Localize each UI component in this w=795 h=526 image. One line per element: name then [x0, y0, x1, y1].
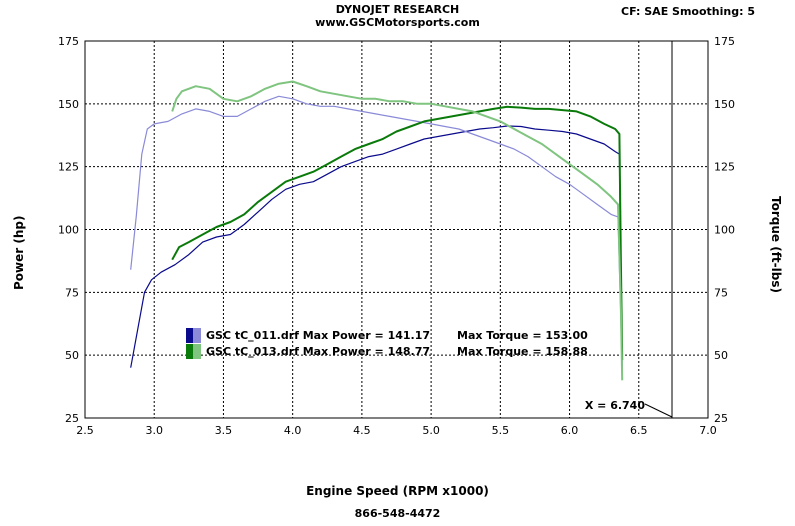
- y-tick-right-6: 175: [714, 35, 735, 48]
- y-tick-right-5: 150: [714, 98, 735, 111]
- y-tick-left-2: 75: [65, 286, 79, 299]
- footer-phone: 866-548-4472: [354, 507, 441, 520]
- cursor-label: X = 6.740: [585, 399, 645, 412]
- x-tick-4: 4.5: [353, 424, 371, 437]
- x-tick-3: 4.0: [284, 424, 302, 437]
- y-tick-left-1: 50: [65, 349, 79, 362]
- x-tick-labels: 2.5 3.0 3.5 4.0 4.5 5.0 5.5 6.0 6.5 7.0: [76, 424, 717, 437]
- legend-swatch-run1-torque: [193, 328, 201, 343]
- grid-lines: [85, 41, 708, 418]
- x-tick-6: 5.5: [492, 424, 510, 437]
- series-line-run1-torque: [130, 95, 623, 376]
- legend-run1-torque: Max Torque = 153.00: [457, 329, 588, 342]
- legend-swatch-run2-power: [186, 344, 193, 359]
- y-tick-right-2: 75: [714, 286, 728, 299]
- y-tick-left-6: 175: [58, 35, 79, 48]
- cursor-pointer: [644, 403, 673, 418]
- x-tick-8: 6.5: [630, 424, 648, 437]
- y-tick-right-4: 125: [714, 161, 735, 174]
- y-tick-right-0: 25: [714, 412, 728, 425]
- y-tick-left-4: 125: [58, 161, 79, 174]
- x-tick-0: 2.5: [76, 424, 94, 437]
- x-tick-2: 3.5: [215, 424, 233, 437]
- x-tick-5: 5.0: [422, 424, 440, 437]
- y-tick-left-3: 100: [58, 224, 79, 237]
- y-tick-left-0: 25: [65, 412, 79, 425]
- y-tick-left-5: 150: [58, 98, 79, 111]
- series-line-run2-torque: [171, 80, 624, 381]
- series-layer: [130, 80, 624, 381]
- series-line-run1-power: [130, 125, 623, 368]
- legend-run1-power: GSC tC_011.drf Max Power = 141.17: [206, 329, 430, 342]
- x-tick-1: 3.0: [145, 424, 163, 437]
- chart-title: DYNOJET RESEARCH: [335, 3, 460, 16]
- legend: GSC tC_011.drf Max Power = 141.17 Max To…: [186, 328, 588, 359]
- y-tick-right-1: 50: [714, 349, 728, 362]
- legend-run2-power: GSC tC_013.drf Max Power = 148.77: [206, 345, 430, 358]
- legend-swatch-run1-power: [186, 328, 193, 343]
- correction-settings: CF: SAE Smoothing: 5: [621, 5, 755, 18]
- x-axis-label: Engine Speed (RPM x1000): [306, 484, 489, 498]
- legend-run2-torque: Max Torque = 158.88: [457, 345, 588, 358]
- x-tick-9: 7.0: [699, 424, 717, 437]
- series-line-run2-power: [171, 105, 624, 361]
- chart-subtitle: www.GSCMotorsports.com: [315, 16, 480, 29]
- y-tick-right-3: 100: [714, 224, 735, 237]
- legend-swatch-run2-torque: [193, 344, 201, 359]
- y-tick-labels-right: 25 50 75 100 125 150 175: [714, 35, 735, 425]
- x-tick-7: 6.0: [561, 424, 579, 437]
- y-tick-labels-left: 25 50 75 100 125 150 175: [58, 35, 79, 425]
